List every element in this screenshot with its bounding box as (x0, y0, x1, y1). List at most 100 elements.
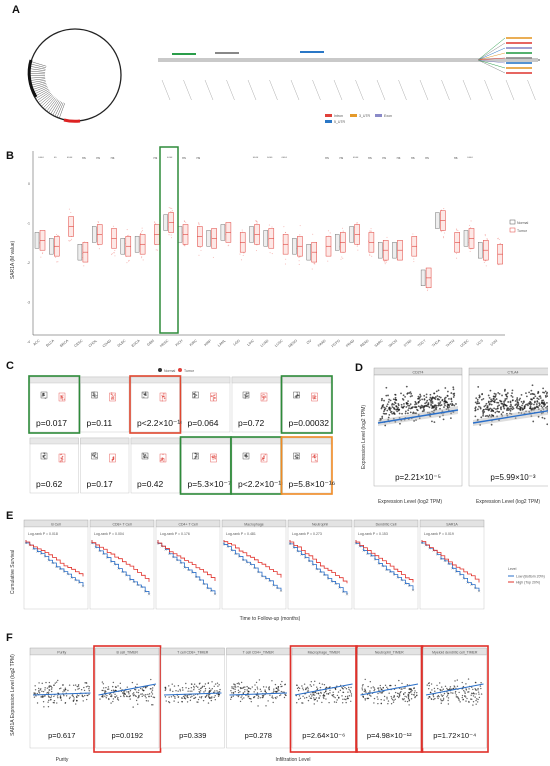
data-point (503, 407, 506, 410)
normal-box (478, 242, 483, 259)
data-point (542, 387, 545, 390)
data-point (486, 238, 488, 240)
panel-label-d: D (355, 362, 363, 374)
data-point (521, 407, 524, 410)
data-point (434, 697, 436, 700)
data-point (217, 695, 220, 697)
data-point (298, 687, 301, 690)
data-point (426, 289, 429, 292)
data-point (155, 249, 157, 251)
data-point (179, 688, 181, 691)
data-point (277, 687, 279, 689)
data-point (398, 693, 401, 696)
data-point (322, 693, 325, 696)
data-point (85, 686, 88, 688)
data-point (484, 415, 487, 418)
data-point (245, 453, 248, 456)
data-point (241, 698, 243, 700)
data-point (318, 697, 320, 699)
data-point (248, 691, 250, 693)
data-point (212, 397, 215, 399)
data-point (326, 693, 328, 695)
data-point (432, 406, 435, 409)
panel-b-ylabel: SAR1A (M value) (10, 240, 16, 279)
data-point (60, 394, 62, 397)
chromosome-tick (52, 101, 61, 116)
data-point (113, 397, 115, 399)
data-point (211, 688, 213, 690)
data-point (506, 409, 508, 412)
data-point (205, 695, 208, 697)
data-point (144, 393, 146, 395)
data-point (53, 684, 55, 687)
data-point (423, 408, 425, 411)
data-point (61, 396, 64, 398)
data-point (393, 699, 395, 701)
data-point (437, 402, 440, 405)
data-point (416, 691, 418, 694)
data-point (406, 700, 409, 703)
data-point (170, 696, 173, 698)
normal-box (349, 226, 354, 243)
data-point (240, 259, 243, 261)
tumor-box (311, 453, 318, 463)
data-point (431, 405, 434, 408)
data-point (391, 412, 394, 415)
low-curve (25, 540, 84, 587)
normal-box (292, 238, 297, 255)
cancer-label: ESCA (131, 338, 141, 348)
data-point (401, 698, 404, 700)
panel-b-legend: Normal Tumor (509, 219, 529, 233)
data-point (168, 234, 170, 236)
probe-line (477, 59, 506, 74)
data-point (271, 253, 273, 255)
data-point (542, 403, 545, 405)
data-point (534, 400, 536, 403)
data-point (256, 686, 258, 688)
data-point (234, 690, 236, 693)
data-point (534, 395, 537, 398)
data-point (107, 686, 110, 688)
data-point (102, 694, 104, 697)
normal-box (293, 391, 300, 399)
data-point (520, 400, 523, 403)
data-point (472, 695, 475, 697)
data-point (244, 686, 246, 688)
data-point (51, 687, 53, 689)
regression-line (163, 692, 222, 696)
panel-c-grid: p=0.017 p=0.11 p<2.2×10⁻¹⁶ p=0.064 p=0.72 p=0… (28, 375, 335, 495)
data-point (132, 693, 134, 695)
data-point (42, 252, 44, 254)
data-point (161, 398, 164, 400)
axis-tick-label (269, 79, 278, 101)
data-point (350, 700, 352, 703)
data-point (376, 696, 378, 698)
data-point (449, 403, 452, 405)
data-point (480, 687, 482, 690)
data-point (405, 696, 408, 698)
data-point (384, 263, 386, 265)
data-point (440, 231, 442, 233)
data-point (111, 253, 113, 256)
data-point (253, 696, 255, 699)
data-point (142, 453, 145, 456)
data-point (240, 681, 243, 684)
data-point (48, 699, 50, 702)
d-title: CTLA4 (508, 371, 519, 375)
data-point (57, 261, 59, 263)
data-point (299, 697, 302, 700)
high-curve (289, 540, 348, 584)
normal-box (192, 391, 199, 399)
data-point (97, 244, 99, 246)
data-point (478, 402, 481, 405)
svg-text:Tumor: Tumor (184, 369, 195, 373)
panel-f-figure: SAR1A Expression Level (log2 TPM) Purity… (10, 645, 489, 763)
panel-label-a: A (12, 4, 20, 16)
data-point (493, 392, 496, 395)
data-point (56, 702, 58, 704)
e-title: Macrophage (244, 523, 264, 527)
data-point (112, 681, 115, 684)
data-point (544, 403, 546, 405)
probe-line (477, 37, 506, 61)
data-point (313, 684, 315, 686)
